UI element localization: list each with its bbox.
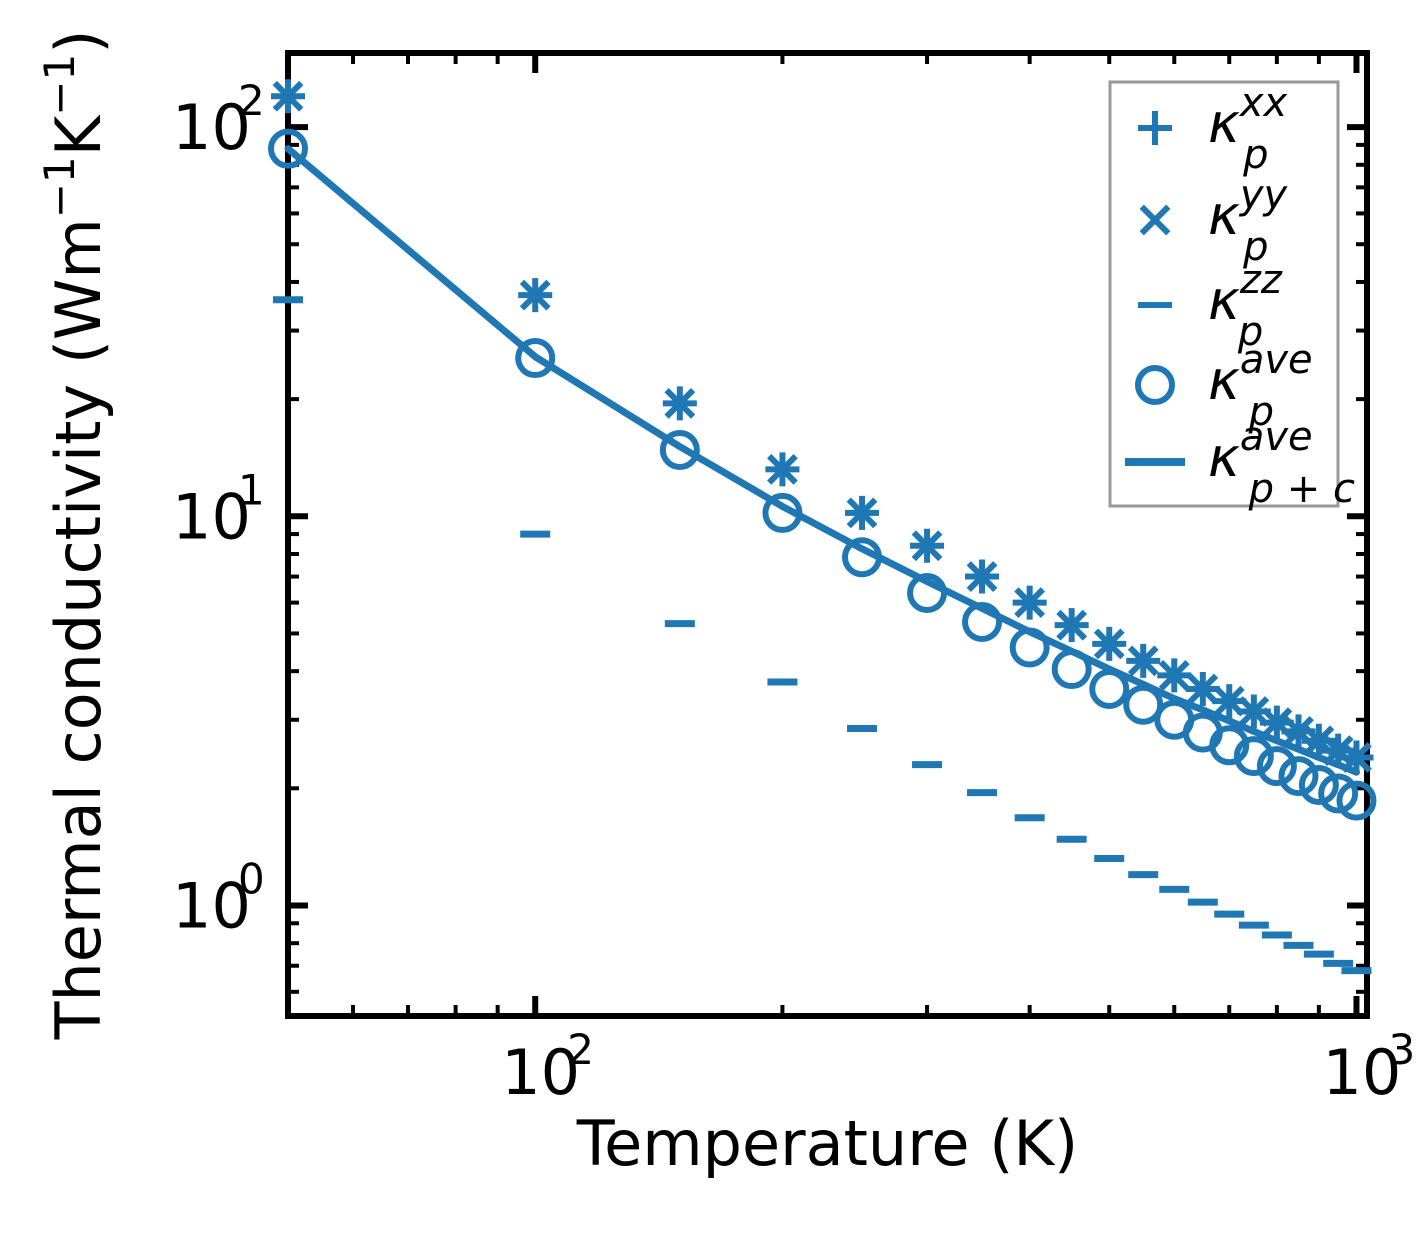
y-tick-exponent: 2	[238, 76, 265, 125]
x-axis-title: Temperature (K)	[576, 1107, 1078, 1180]
y-axis-title: Thermal conductivity (Wm−1K−1)	[35, 30, 115, 1041]
legend-circle-marker	[1135, 365, 1175, 405]
x-tick-label: 10	[1322, 1036, 1401, 1109]
legend-label: κxx p	[1208, 80, 1288, 178]
series-kappa-p-plus-c-ave-line	[284, 145, 1360, 776]
legend-cross-marker	[1139, 204, 1171, 236]
legend-label: κave p	[1208, 337, 1313, 435]
y-axis-ticks	[288, 124, 1367, 994]
series-kappa-p-zz-markers	[273, 296, 1372, 975]
legend-label: κyy p	[1208, 172, 1289, 270]
legend-label: κzz p	[1208, 257, 1283, 355]
x-tick-exponent: 3	[1388, 1025, 1415, 1074]
x-tick-label: 10	[501, 1036, 580, 1109]
y-tick-label: 10	[172, 91, 251, 164]
x-axis-ticks	[286, 53, 1360, 1016]
x-tick-exponent: 2	[567, 1025, 594, 1074]
x-axis-label: Temperature (K)	[576, 1107, 1078, 1180]
y-tick-label: 10	[172, 869, 251, 942]
series-kappa-p-yy-markers	[272, 80, 1372, 773]
y-axis-label: Thermal conductivity (Wm−1K−1)	[35, 30, 115, 1041]
series-kappa-p-ave-markers	[268, 128, 1377, 821]
y-tick-exponent: 0	[238, 854, 265, 903]
legend-box	[1108, 80, 1340, 508]
y-tick-exponent: 1	[238, 465, 265, 514]
legend-plus-marker	[1138, 111, 1172, 145]
y-tick-label: 10	[172, 480, 251, 553]
x-tick-labels: 102 103	[501, 1025, 1415, 1109]
legend-label: κave p + c	[1208, 414, 1355, 512]
kappa-p-plus-c-ave-curve	[284, 145, 1360, 776]
